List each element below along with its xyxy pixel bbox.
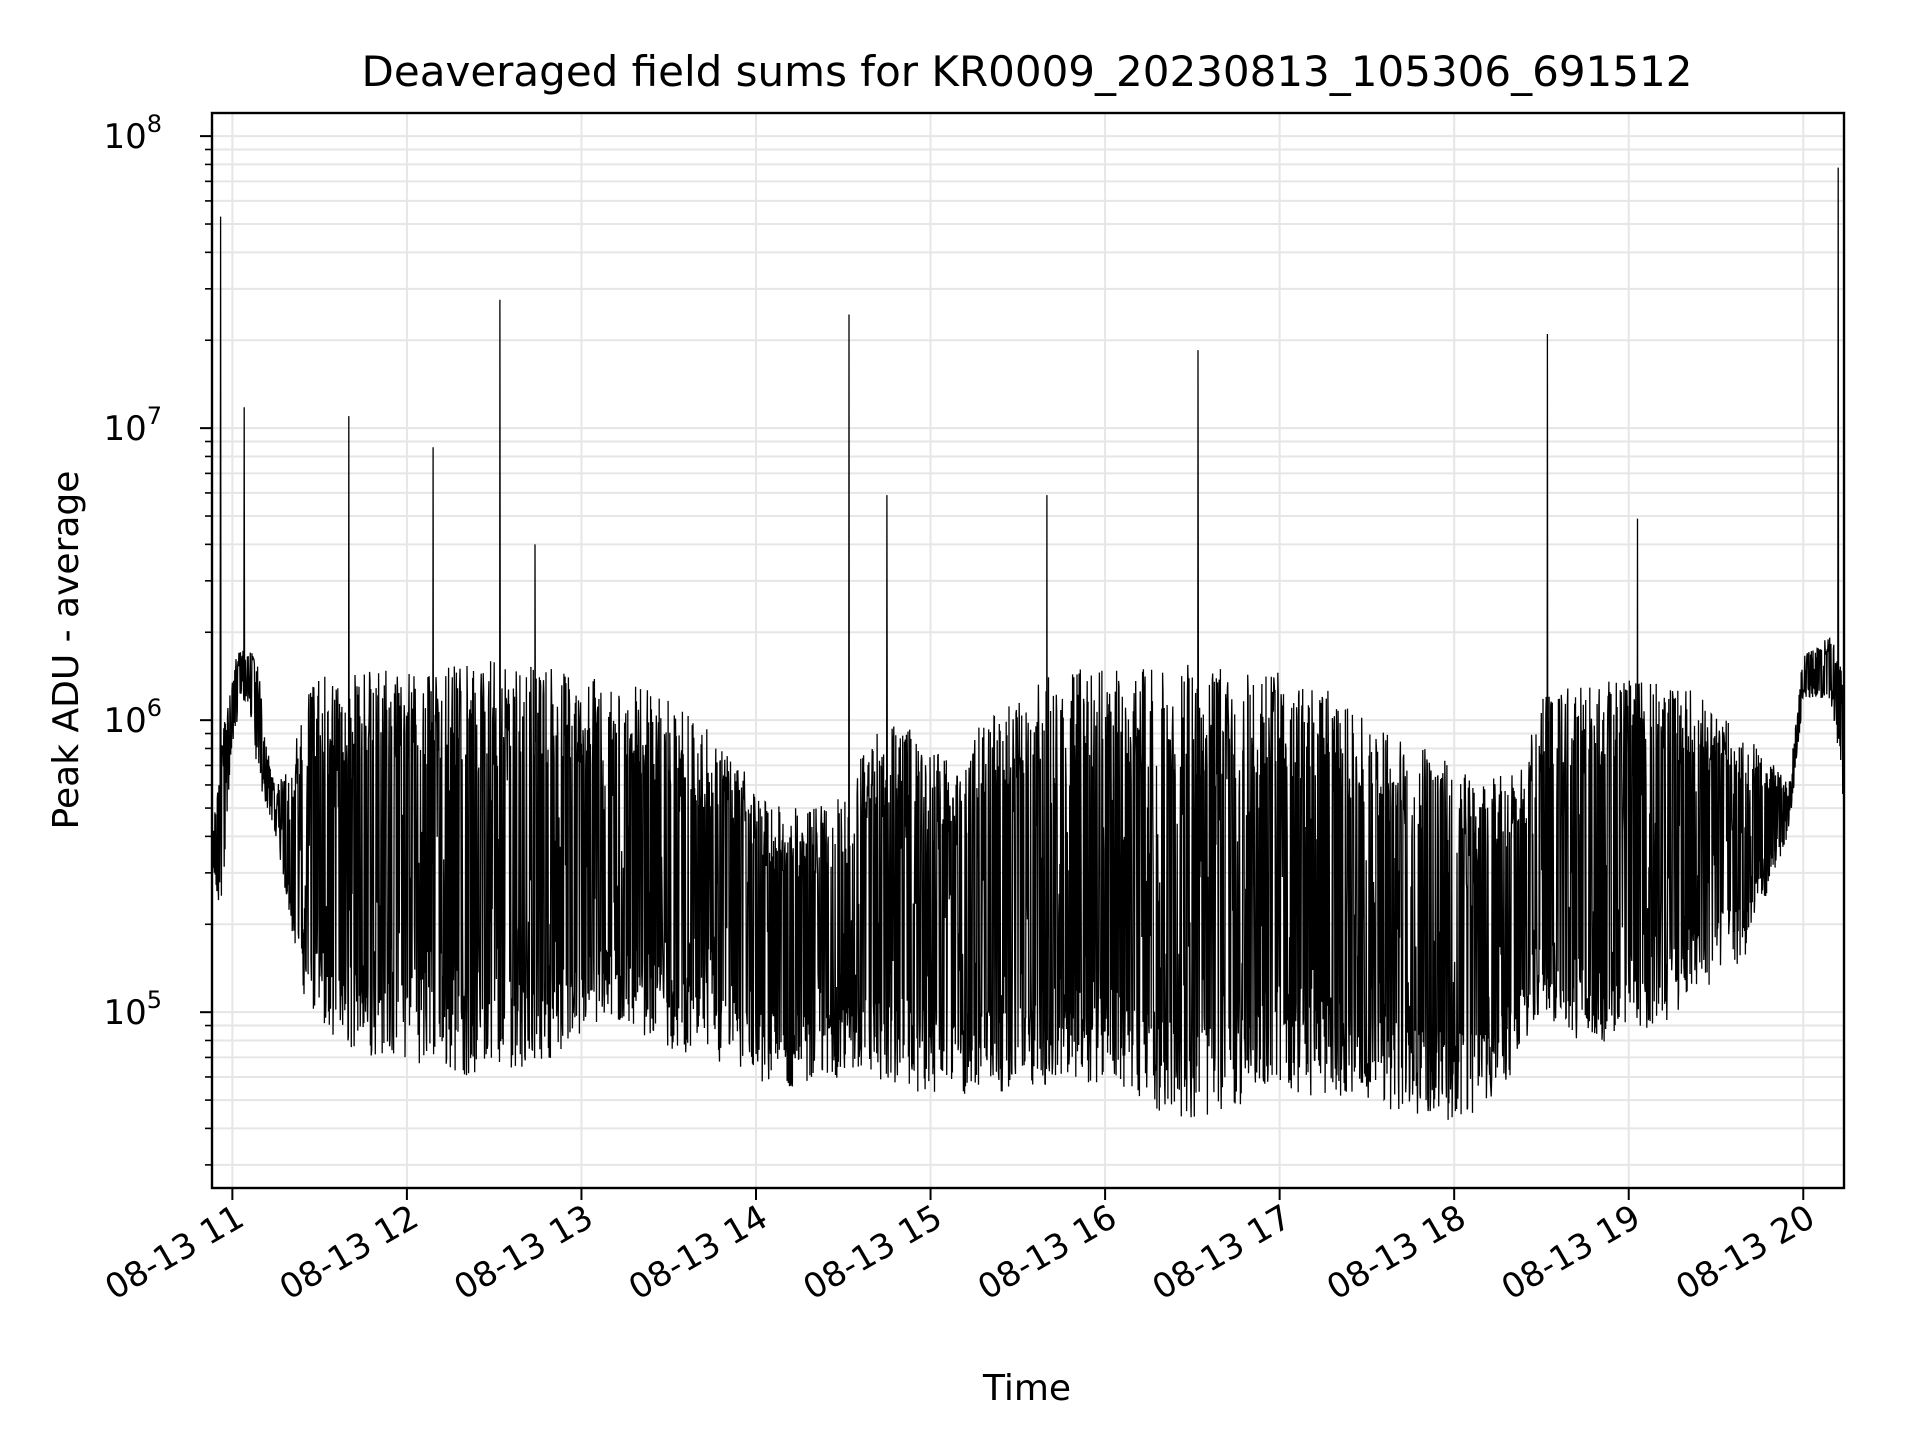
y-tick-label: 106 [103,694,162,741]
series-line [211,167,1845,1120]
y-tick-label: 107 [103,402,162,449]
x-axis-label: Time [982,1368,1071,1409]
chart-title: Deaveraged field sums for KR0009_2023081… [362,47,1693,96]
y-tick-label: 108 [103,110,162,157]
y-axis-label: Peak ADU - average [46,471,87,830]
data-series [211,167,1845,1120]
y-tick-label: 105 [103,986,162,1033]
y-axis: 105 106 107 108 [103,110,212,1166]
plot-frame [210,111,1846,1190]
